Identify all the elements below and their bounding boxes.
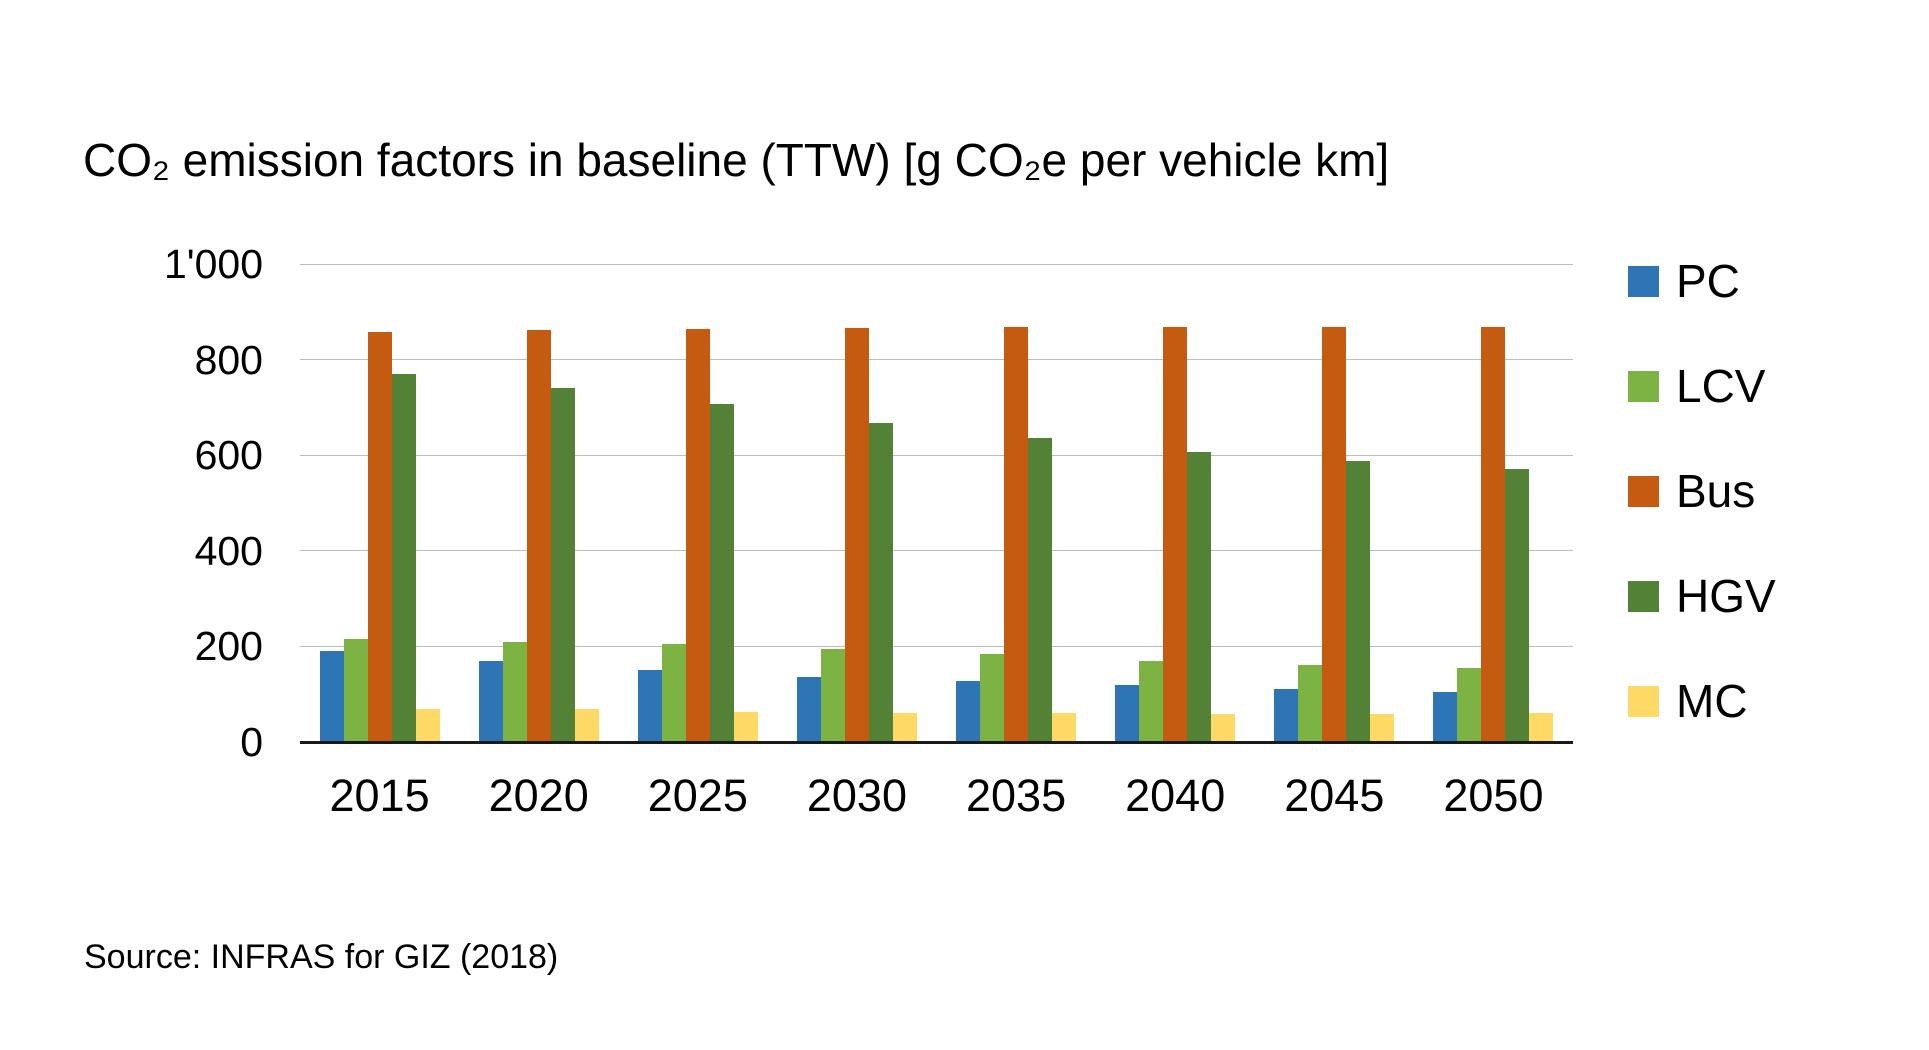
legend-swatch-hgv [1628,580,1659,612]
gridline-1000 [300,263,1573,265]
x-axis-category-label: 2030 [806,770,907,821]
bar-pc-2020 [478,660,503,742]
legend-item-pc: PC [1628,253,1740,309]
bar-bus-2035 [1004,327,1029,742]
bar-hgv-2035 [1028,437,1053,742]
bar-bus-2050 [1481,327,1506,742]
bar-bus-2015 [367,331,392,742]
bar-bus-2025 [685,329,710,742]
bar-mc-2035 [1052,713,1077,742]
legend-swatch-bus [1628,475,1659,507]
bar-hgv-2050 [1505,468,1530,742]
bar-hgv-2045 [1346,460,1371,742]
bar-pc-2030 [796,676,821,742]
legend-label-mc: MC [1676,675,1748,727]
bar-hgv-2040 [1187,451,1212,742]
y-axis-tick-label: 0 [240,719,263,765]
bar-pc-2015 [319,651,344,742]
bar-pc-2045 [1274,689,1299,742]
legend-item-hgv: HGV [1628,568,1776,624]
bar-lcv-2025 [661,644,686,742]
x-axis-category-label: 2035 [966,770,1067,821]
bar-pc-2040 [1115,685,1140,742]
gridline-600 [300,454,1573,456]
bar-lcv-2050 [1457,668,1482,742]
x-axis-category-label: 2045 [1284,770,1385,821]
x-axis-line [300,741,1573,744]
bar-mc-2045 [1370,714,1395,742]
legend-item-lcv: LCV [1628,358,1765,414]
bar-mc-2040 [1211,713,1236,742]
bar-hgv-2030 [868,422,893,742]
chart-title: CO₂ emission factors in baseline (TTW) [… [83,134,1390,186]
bar-lcv-2015 [343,638,368,742]
legend-label-pc: PC [1676,255,1740,307]
bar-hgv-2025 [709,403,734,742]
bar-lcv-2020 [502,641,527,742]
bar-mc-2050 [1529,712,1554,742]
source-note: Source: INFRAS for GIZ (2018) [84,938,559,976]
bar-pc-2035 [956,680,981,742]
y-axis-tick-label: 1'000 [163,241,263,287]
y-axis-tick-label: 200 [194,623,263,670]
y-axis-tick-label: 400 [194,527,263,574]
bar-bus-2040 [1163,327,1188,742]
y-axis-tick-label: 800 [194,336,263,383]
legend-item-bus: Bus [1628,463,1755,519]
legend-item-mc: MC [1628,673,1748,729]
gridline-800 [300,359,1573,361]
bar-mc-2015 [415,709,440,742]
bar-pc-2050 [1433,691,1458,742]
legend-swatch-mc [1628,685,1659,717]
bar-mc-2030 [892,712,917,742]
gridline-400 [300,550,1573,552]
legend-label-bus: Bus [1676,465,1756,517]
bar-lcv-2035 [980,653,1005,742]
bar-lcv-2030 [820,649,845,742]
gridline-200 [300,645,1573,647]
bar-bus-2020 [526,329,551,742]
y-axis-tick-label: 600 [194,432,263,479]
bar-lcv-2045 [1298,665,1323,742]
bar-pc-2025 [637,670,662,742]
bar-mc-2025 [733,711,758,742]
bar-lcv-2040 [1139,660,1164,742]
x-axis-category-label: 2015 [329,770,430,821]
bar-hgv-2015 [391,373,416,742]
x-axis-category-label: 2040 [1125,770,1226,821]
x-axis-category-label: 2025 [647,770,748,821]
bar-mc-2020 [574,709,599,742]
bar-hgv-2020 [550,387,575,742]
bar-bus-2030 [844,327,869,742]
legend-label-hgv: HGV [1676,570,1776,622]
legend-swatch-lcv [1628,370,1659,402]
bar-bus-2045 [1322,327,1347,742]
legend-swatch-pc [1628,265,1659,297]
x-axis-category-label: 2050 [1443,770,1544,821]
legend-label-lcv: LCV [1676,360,1766,412]
x-axis-category-label: 2020 [488,770,589,821]
